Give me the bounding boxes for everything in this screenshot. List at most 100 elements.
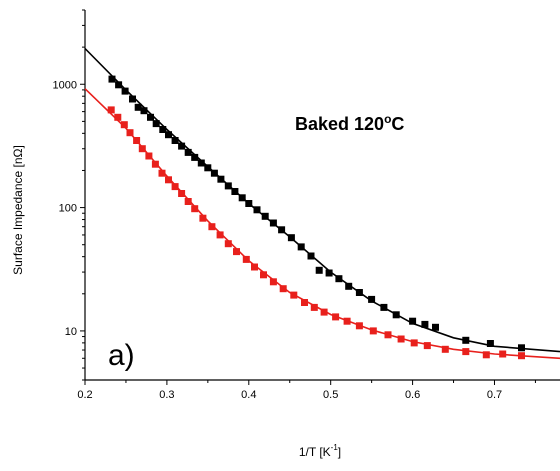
data-point [191,153,199,161]
data-point [208,223,216,231]
data-point [368,295,376,303]
data-point [178,142,186,150]
data-point [343,317,351,325]
data-point [499,350,507,358]
data-point [147,113,154,121]
data-point [197,159,205,167]
data-point [261,212,269,220]
data-point [482,351,490,359]
data-point [355,322,363,330]
x-tick-label: 0.7 [487,389,502,401]
data-point [332,313,340,321]
data-point [421,320,429,328]
series-layer [84,47,560,360]
data-point [301,299,308,306]
data-point [251,263,258,271]
data-point [140,107,148,115]
data-point [279,285,287,293]
data-point [151,160,159,168]
data-point [108,75,116,83]
data-point [114,113,122,121]
data-point [217,175,225,183]
data-point [410,339,418,347]
x-tick-label: 0.6 [405,389,420,401]
data-point [178,190,186,197]
data-point [518,344,525,352]
data-point [345,282,353,290]
data-point [462,348,470,356]
data-point [409,317,417,325]
data-point [126,129,134,137]
data-point [134,103,142,111]
series-fit-line [84,88,560,360]
data-point [325,269,333,277]
data-point [297,243,305,251]
data-point [290,291,298,299]
y-tick-label: 1000 [53,79,77,91]
data-point [320,308,328,316]
series-2 [84,88,560,360]
data-point [199,214,207,222]
x-axis-title: 1/T [K-1] [299,443,341,459]
data-point [486,340,494,347]
data-point [171,183,179,191]
data-point [204,164,212,172]
data-point [287,234,295,242]
data-point [231,188,239,195]
data-point [158,169,166,177]
data-point [233,248,240,256]
x-tick-label: 0.2 [77,389,92,401]
data-point [380,303,388,311]
data-point [355,289,363,296]
data-point [152,120,160,128]
panel-label: a) [108,339,135,372]
axes: 0.2 0.3 0.4 0.5 0.6 0.7 10 100 1000 [53,9,560,401]
data-point [423,342,431,350]
data-point [260,271,267,279]
data-point [238,194,246,202]
data-point [216,231,224,239]
data-point [165,176,172,184]
data-point [115,81,123,89]
data-point [441,345,449,353]
data-point [462,336,470,344]
data-point [310,303,318,311]
data-point [107,106,115,114]
y-tick-label: 100 [59,203,77,215]
data-point [253,206,261,214]
data-point [138,145,146,153]
data-point [397,335,405,343]
data-point [315,266,323,274]
data-point [335,275,343,283]
data-point [159,126,167,133]
data-point [518,352,525,360]
data-point [121,87,129,95]
data-point [278,226,286,234]
data-point [224,182,232,190]
data-point [307,252,315,260]
data-point [120,121,128,129]
data-point [242,255,250,263]
data-point [184,198,192,205]
series-fit-line [84,47,560,353]
y-tick-label: 10 [65,326,77,338]
x-tick-label: 0.3 [159,389,174,401]
data-point [245,200,253,207]
data-point [129,95,136,103]
data-point [269,219,277,227]
data-point [191,205,199,213]
data-point [145,152,153,160]
data-point [184,148,192,156]
x-tick-label: 0.4 [241,389,256,401]
data-point [384,331,392,339]
data-point [392,311,400,319]
data-point [133,137,141,144]
data-point [165,131,172,139]
data-point [171,137,179,144]
x-tick-label: 0.5 [323,389,338,401]
data-point [210,169,218,177]
data-point [432,323,439,331]
data-point [269,278,277,286]
annotation-text: Baked 120oC [295,112,404,134]
